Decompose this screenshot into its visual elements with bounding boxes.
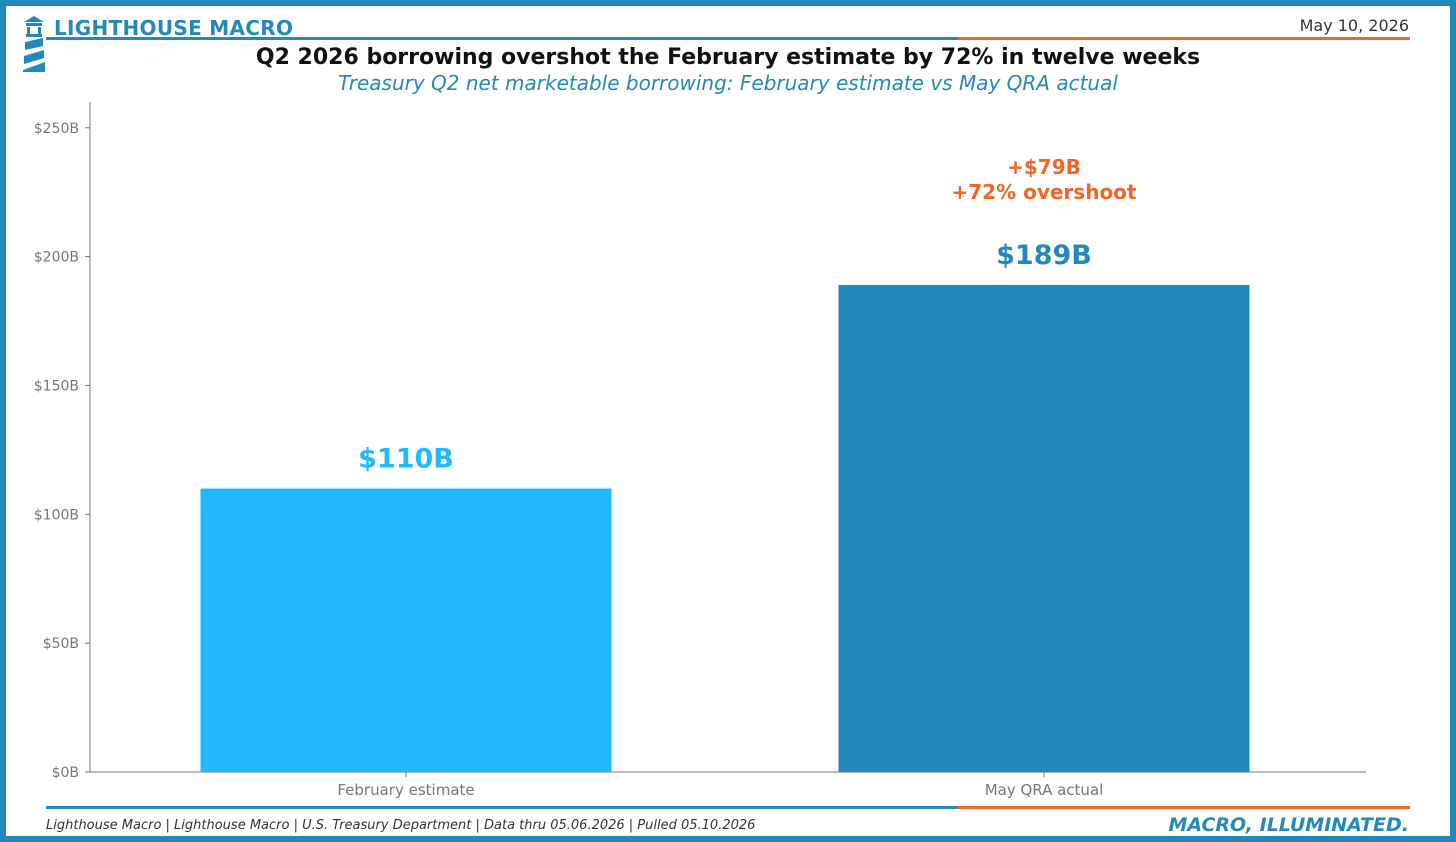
y-tick-label: $50B — [43, 636, 79, 652]
y-tick-label: $200B — [34, 250, 79, 266]
footer-rule-orange — [958, 806, 1410, 809]
header-rule-blue — [46, 37, 958, 40]
bar-february-estimate — [200, 488, 612, 772]
bar-value-label: $189B — [996, 240, 1092, 271]
chart-subtitle: Treasury Q2 net marketable borrowing: Fe… — [338, 71, 1118, 95]
y-tick-label: $250B — [34, 121, 79, 137]
lighthouse-icon — [23, 16, 45, 72]
y-tick-label: $150B — [34, 378, 79, 394]
chart-title: Q2 2026 borrowing overshot the February … — [255, 45, 1201, 70]
y-tick-label: $100B — [34, 507, 79, 523]
x-tick-label: February estimate — [337, 781, 474, 799]
x-tick-label: May QRA actual — [985, 781, 1104, 799]
report-date: May 10, 2026 — [1299, 16, 1409, 35]
bar-may-qra-actual — [838, 284, 1250, 772]
source-note: Lighthouse Macro | Lighthouse Macro | U.… — [46, 818, 756, 833]
footer-rule-blue — [46, 806, 958, 809]
brand-name: LIGHTHOUSE MACRO — [54, 16, 294, 40]
y-tick-label: $0B — [52, 765, 79, 781]
tagline: MACRO, ILLUMINATED. — [1168, 814, 1409, 836]
overshoot-annotation: +$79B — [1007, 155, 1081, 179]
overshoot-annotation: +72% overshoot — [952, 180, 1137, 204]
bar-value-label: $110B — [358, 444, 454, 475]
header-rule-orange — [958, 37, 1410, 40]
